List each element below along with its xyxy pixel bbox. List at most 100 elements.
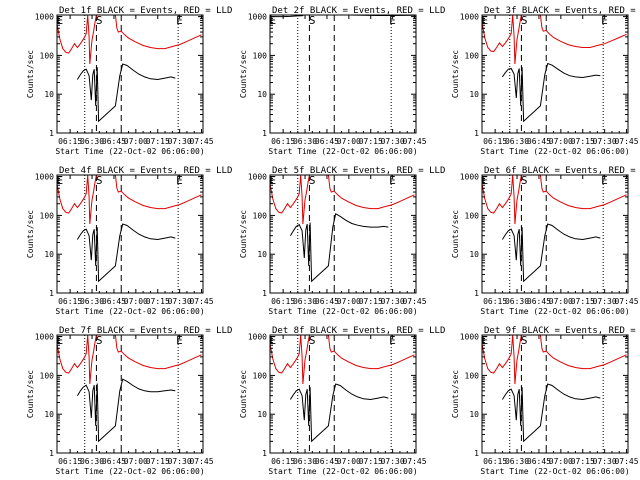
y-tick-label: 100 [465,51,480,60]
y-axis-label: Counts/sec [26,370,35,418]
s-marker-label: S [96,334,103,347]
panel-title: Det 7f BLACK = Events, RED = LLD [59,326,232,336]
y-tick-label: 1 [474,129,479,138]
lld-series-line [482,335,627,385]
x-tick-label: 07:30 [593,137,617,146]
events-series-line [289,213,389,283]
panel-title: Det 6f BLACK = Events, RED = LLD [484,166,640,176]
y-axis-label: Counts/sec [239,370,248,418]
x-tick-label: 06:45 [315,297,339,306]
plot-frame [269,14,417,134]
s-marker-label: S [96,14,103,27]
plot-frame [269,174,417,294]
y-tick-label: 10 [44,90,54,99]
x-axis-label: Start Time (22-Oct-02 06:06:00) [55,307,204,316]
plot-frame [56,14,204,134]
y-tick-label: 1 [262,129,267,138]
plot-frame [481,334,629,454]
x-tick-label: 06:15 [271,457,295,466]
e-marker-label: E [176,174,183,187]
y-tick-label: 1000 [35,13,54,22]
y-tick-label: 1000 [460,333,479,342]
x-tick-label: 07:15 [359,137,383,146]
x-axis-label: Start Time (22-Oct-02 06:06:00) [268,147,417,156]
x-axis-label: Start Time (22-Oct-02 06:06:00) [480,307,629,316]
y-tick-label: 1 [49,289,54,298]
y-axis-label: Counts/sec [26,50,35,98]
y-tick-label: 1000 [460,13,479,22]
x-tick-label: 07:15 [571,297,595,306]
e-marker-label: E [176,334,183,347]
y-tick-label: 1000 [248,173,267,182]
panel-title: Det 9f BLACK = Events, RED = LLD [484,326,640,336]
x-tick-label: 07:30 [381,297,405,306]
y-tick-label: 1 [49,449,54,458]
x-tick-label: 06:15 [271,137,295,146]
x-tick-label: 07:00 [337,297,361,306]
x-tick-label: 07:30 [381,457,405,466]
y-tick-label: 10 [257,410,267,419]
x-tick-label: 07:15 [146,297,170,306]
e-marker-label: E [601,334,608,347]
events-series-line [76,63,176,123]
x-tick-label: 07:15 [146,137,170,146]
x-axis-label: Start Time (22-Oct-02 06:06:00) [268,467,417,476]
y-tick-label: 100 [40,51,55,60]
events-series-line [501,62,601,123]
y-tick-label: 1 [262,449,267,458]
s-marker-label: S [96,174,103,187]
x-tick-label: 06:15 [483,457,507,466]
x-tick-label: 06:30 [293,137,317,146]
y-tick-label: 1000 [35,333,54,342]
x-tick-label: 06:45 [102,137,126,146]
x-axis-label: Start Time (22-Oct-02 06:06:00) [480,467,629,476]
events-series-line [501,383,601,443]
x-tick-label: 06:45 [315,137,339,146]
x-tick-label: 06:30 [505,457,529,466]
plot-frame [56,334,204,454]
x-axis-label: Start Time (22-Oct-02 06:06:00) [480,147,629,156]
panel-title: Det 2f BLACK = Events, RED = LLD [272,6,445,16]
y-tick-label: 1 [49,129,54,138]
y-tick-label: 10 [469,410,479,419]
x-tick-label: 07:15 [359,297,383,306]
y-tick-label: 100 [253,371,268,380]
x-tick-label: 07:00 [337,457,361,466]
y-axis-label: Counts/sec [451,210,460,258]
y-tick-label: 100 [40,211,55,220]
y-tick-label: 1 [262,289,267,298]
x-tick-label: 07:45 [189,297,213,306]
x-tick-label: 07:45 [614,137,638,146]
events-series-line [76,223,176,283]
y-tick-label: 1000 [35,173,54,182]
x-tick-label: 07:30 [168,137,192,146]
x-tick-label: 07:00 [549,297,573,306]
x-axis-label: Start Time (22-Oct-02 06:06:00) [55,147,204,156]
e-marker-label: E [389,334,396,347]
plot-frame [56,174,204,294]
lld-series-line [270,335,415,385]
x-tick-label: 06:30 [80,457,104,466]
y-tick-label: 10 [257,90,267,99]
x-tick-label: 06:45 [102,457,126,466]
plot-frame [481,174,629,294]
x-tick-label: 07:30 [168,297,192,306]
x-axis-label: Start Time (22-Oct-02 06:06:00) [55,467,204,476]
y-axis-label: Counts/sec [239,210,248,258]
y-tick-label: 1 [474,289,479,298]
panel-det-3f: Det 3f BLACK = Events, RED = LLDEES06:15… [451,6,640,156]
y-tick-label: 100 [253,51,268,60]
s-marker-label: S [521,14,528,27]
y-tick-label: 100 [40,371,55,380]
x-tick-label: 07:45 [402,457,426,466]
x-tick-label: 07:15 [359,457,383,466]
panel-title: Det 1f BLACK = Events, RED = LLD [59,6,232,16]
x-tick-label: 06:30 [293,297,317,306]
s-marker-label: S [521,174,528,187]
x-tick-label: 07:30 [593,297,617,306]
lld-series-line [57,15,202,65]
y-axis-label: Counts/sec [451,50,460,98]
x-tick-label: 06:30 [80,137,104,146]
